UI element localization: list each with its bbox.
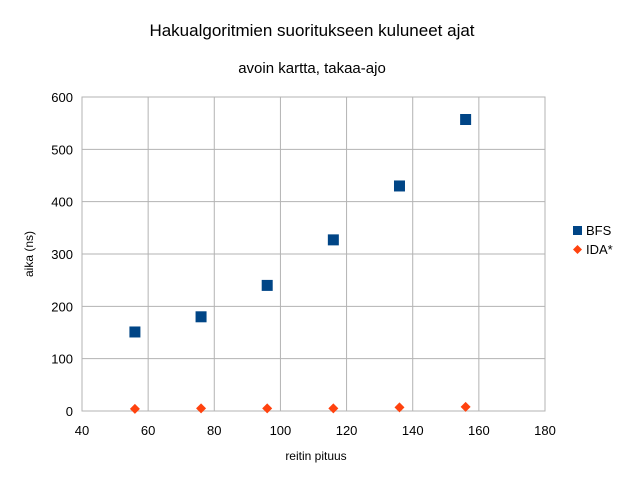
y-tick-label: 500: [51, 142, 73, 157]
legend-label-ida: IDA*: [586, 242, 613, 257]
x-tick-label: 160: [468, 423, 490, 438]
legend-label-bfs: BFS: [586, 223, 612, 238]
data-point-ida: [196, 403, 207, 414]
tick-labels: 40 60 80 100 120 140 160 180 0 100 200 300 400 500 600: [51, 90, 556, 438]
y-axis-label: aika (ns): [22, 231, 36, 277]
data-point-bfs: [129, 326, 141, 338]
data-points: [129, 114, 472, 414]
y-tick-label: 100: [51, 352, 73, 367]
x-axis-label: reitin pituus: [285, 449, 346, 463]
legend-item-bfs: BFS: [573, 223, 612, 238]
data-point-ida: [129, 403, 140, 414]
data-point-bfs: [393, 180, 405, 192]
y-tick-label: 400: [51, 195, 73, 210]
x-tick-label: 180: [534, 423, 556, 438]
y-tick-label: 0: [66, 404, 73, 419]
x-tick-label: 60: [141, 423, 155, 438]
x-tick-label: 40: [75, 423, 89, 438]
data-point-bfs: [195, 311, 207, 323]
grid: [81, 96, 546, 412]
y-tick-label: 600: [51, 90, 73, 105]
data-point-bfs: [460, 114, 472, 126]
data-point-bfs: [261, 279, 273, 291]
chart-title: Hakualgoritmien suoritukseen kuluneet aj…: [149, 21, 474, 40]
data-point-bfs: [327, 234, 339, 246]
y-tick-label: 300: [51, 247, 73, 262]
chart-subtitle: avoin kartta, takaa-ajo: [238, 60, 386, 77]
legend-marker-bfs: [573, 226, 582, 235]
y-tick-label: 200: [51, 299, 73, 314]
data-point-ida: [328, 403, 339, 414]
x-tick-label: 140: [402, 423, 424, 438]
legend: BFS IDA*: [573, 223, 613, 257]
legend-item-ida: IDA*: [573, 242, 613, 257]
x-tick-label: 120: [336, 423, 358, 438]
legend-marker-ida: [573, 245, 582, 254]
x-tick-label: 100: [270, 423, 292, 438]
data-point-ida: [262, 403, 273, 414]
data-point-ida: [460, 401, 471, 412]
x-tick-label: 80: [207, 423, 221, 438]
data-point-ida: [394, 402, 405, 413]
